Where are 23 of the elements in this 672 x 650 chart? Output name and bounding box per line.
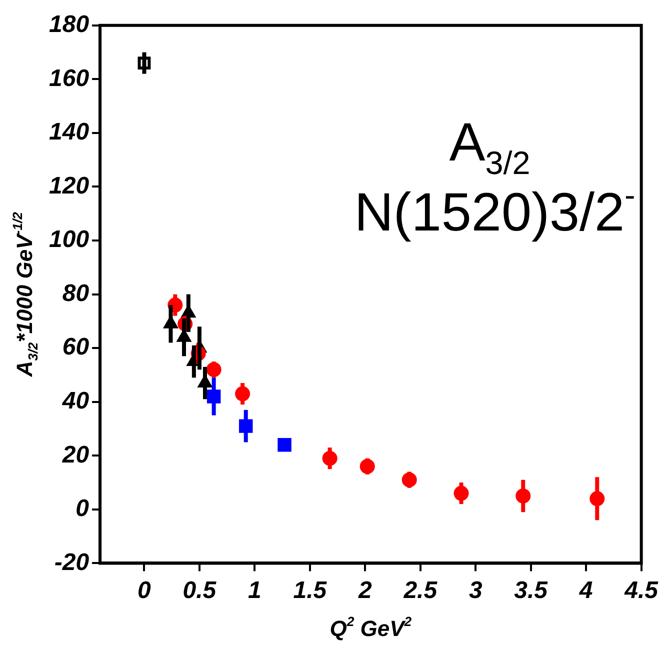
y-tick-label: 160 [48,64,90,92]
y-tick-label: 20 [61,441,90,468]
x-tick-label: 3.5 [514,577,548,604]
y-tick-label: 60 [62,334,90,361]
y-tick-label: 180 [48,11,90,38]
x-tick-label: 0 [138,577,152,604]
x-tick-label: 2.5 [402,577,438,604]
y-axis-title: A3/2*1000 GeV-1/2 [10,211,40,378]
y-tick-label: -20 [54,548,90,576]
x-tick-label: 1 [248,577,262,604]
y-tick-label: 0 [76,495,90,522]
y-tick-label: 40 [61,387,90,414]
x-tick-label: 2 [357,577,372,604]
y-tick-label: 80 [62,280,90,307]
y-tick-label: 140 [48,118,90,146]
y-tick-label: 100 [48,226,90,254]
x-tick-label: 4 [578,577,593,604]
x-tick-label: 4.5 [624,577,659,604]
annotation: N(1520)3/2- [354,177,636,242]
y-tick-label: 120 [48,172,90,200]
x-tick-label: 3 [468,577,483,604]
x-tick-label: 0.5 [182,577,217,604]
x-tick-label: 1.5 [293,577,328,604]
